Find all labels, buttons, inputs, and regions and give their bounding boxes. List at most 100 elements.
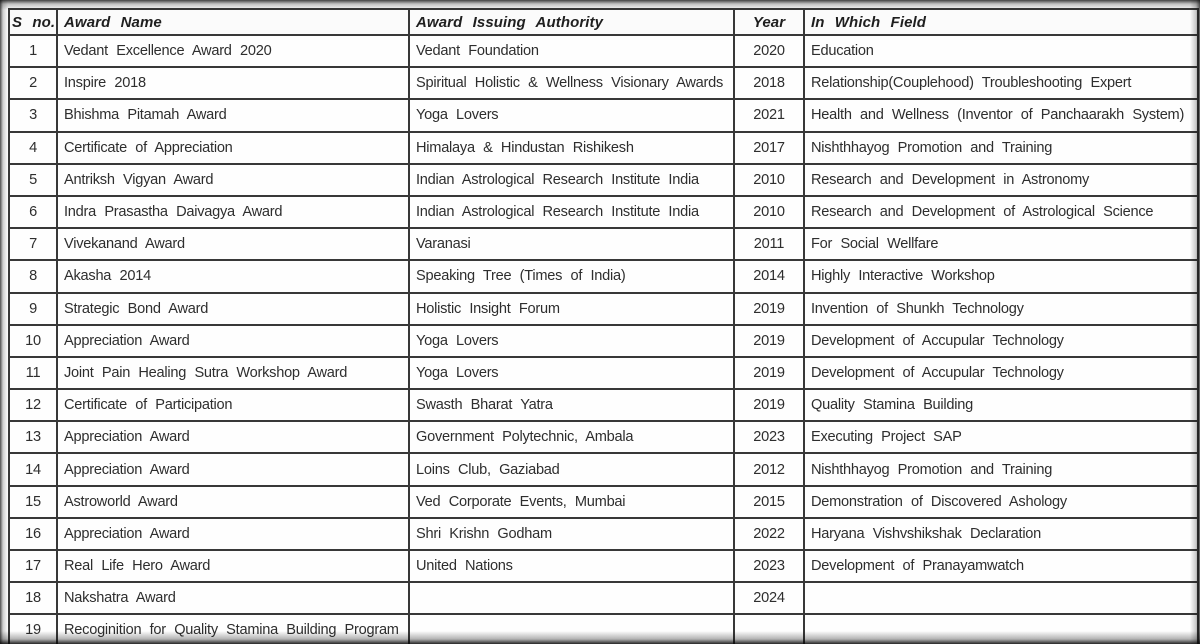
cell-year: 2019 — [733, 355, 805, 391]
cell-authority: Shri Krishn Godham — [408, 516, 735, 552]
cell-authority: Himalaya & Hindustan Rishikesh — [408, 130, 735, 165]
cell-name: Appreciation Award — [56, 516, 410, 552]
cell-name: Antriksh Vigyan Award — [56, 162, 410, 197]
cell-name: Real Life Hero Award — [56, 548, 410, 584]
cell-field: Development of Pranayamwatch — [803, 548, 1199, 584]
table-row: 8 Akasha 2014 Speaking Tree (Times of Indi… — [8, 259, 1199, 294]
cell-year: 2015 — [733, 484, 805, 519]
table-row: 2 Inspire 2018 Spiritual Holistic & Wellne… — [8, 66, 1199, 101]
cell-year: 2012 — [733, 452, 805, 487]
cell-name: Strategic Bond Award — [56, 291, 410, 326]
cell-name: Appreciation Award — [56, 420, 410, 455]
column-header-sno: S no. — [8, 8, 58, 36]
table-row: 4 Certificate of Appreciation Himalaya & H… — [8, 130, 1199, 165]
cell-name: Recoginition for Quality Stamina Buildin… — [56, 613, 410, 644]
table-row: 18 Nakshatra Award 2024 — [8, 581, 1199, 616]
cell-authority: Government Polytechnic, Ambala — [408, 420, 735, 455]
header-row: S no. Award Name Award Issuing Authority Ye… — [8, 8, 1199, 36]
table-row: 6 Indra Prasastha Daivagya Award Indian As… — [8, 194, 1199, 230]
cell-year: 2022 — [733, 516, 805, 552]
table-row: 15 Astroworld Award Ved Corporate Events, … — [8, 484, 1199, 519]
cell-authority: Yoga Lovers — [408, 98, 735, 133]
cell-field: Development of Accupular Technology — [803, 355, 1199, 391]
cell-year: 2019 — [733, 323, 805, 358]
cell-field: Quality Stamina Building — [803, 388, 1199, 423]
cell-field — [803, 581, 1199, 616]
cell-sno: 8 — [8, 259, 58, 294]
cell-sno: 18 — [8, 581, 58, 616]
cell-field: Education — [803, 33, 1199, 69]
cell-name: Inspire 2018 — [56, 66, 410, 101]
cell-name: Nakshatra Award — [56, 581, 410, 616]
cell-authority: United Nations — [408, 548, 735, 584]
cell-sno: 11 — [8, 355, 58, 391]
cell-field: Executing Project SAP — [803, 420, 1199, 455]
table-row: 7 Vivekanand Award Varanasi 2011 For Social … — [8, 227, 1199, 262]
cell-field: Invention of Shunkh Technology — [803, 291, 1199, 326]
cell-name: Certificate of Participation — [56, 388, 410, 423]
cell-authority: Varanasi — [408, 227, 735, 262]
cell-name: Akasha 2014 — [56, 259, 410, 294]
table-row: 5 Antriksh Vigyan Award Indian Astrologica… — [8, 162, 1199, 197]
cell-year: 2014 — [733, 259, 805, 294]
cell-authority: Spiritual Holistic & Wellness Visionary … — [408, 66, 735, 101]
cell-name: Joint Pain Healing Sutra Workshop Award — [56, 355, 410, 391]
cell-name: Appreciation Award — [56, 323, 410, 358]
cell-sno: 6 — [8, 194, 58, 230]
cell-name: Vedant Excellence Award 2020 — [56, 33, 410, 69]
table-row: 11 Joint Pain Healing Sutra Workshop Awar… — [8, 355, 1199, 391]
cell-field: Nishthhayog Promotion and Training — [803, 130, 1199, 165]
cell-authority: Ved Corporate Events, Mumbai — [408, 484, 735, 519]
cell-sno: 15 — [8, 484, 58, 519]
cell-name: Bhishma Pitamah Award — [56, 98, 410, 133]
cell-year: 2010 — [733, 194, 805, 230]
cell-name: Certificate of Appreciation — [56, 130, 410, 165]
cell-field: Nishthhayog Promotion and Training — [803, 452, 1199, 487]
table-row: 12 Certificate of Participation Swasth Bha… — [8, 388, 1199, 423]
cell-sno: 7 — [8, 227, 58, 262]
cell-year: 2021 — [733, 98, 805, 133]
cell-year: 2019 — [733, 291, 805, 326]
table-row: 16 Appreciation Award Shri Krishn Godham 20… — [8, 516, 1199, 552]
cell-sno: 1 — [8, 33, 58, 69]
cell-authority: Holistic Insight Forum — [408, 291, 735, 326]
cell-sno: 17 — [8, 548, 58, 584]
cell-sno: 13 — [8, 420, 58, 455]
cell-field: Development of Accupular Technology — [803, 323, 1199, 358]
cell-authority: Loins Club, Gaziabad — [408, 452, 735, 487]
cell-authority — [408, 613, 735, 644]
table-row: 1 Vedant Excellence Award 2020 Vedant Foun… — [8, 33, 1199, 69]
column-header-field: In Which Field — [803, 8, 1199, 36]
cell-year — [733, 613, 805, 644]
cell-sno: 3 — [8, 98, 58, 133]
cell-authority — [408, 581, 735, 616]
table-row: 3 Bhishma Pitamah Award Yoga Lovers 2021 Hea… — [8, 98, 1199, 133]
awards-table: S no. Award Name Award Issuing Authority Ye… — [8, 8, 1199, 644]
column-header-name: Award Name — [56, 8, 410, 36]
table-row: 19 Recoginition for Quality Stamina Build… — [8, 613, 1199, 644]
cell-name: Astroworld Award — [56, 484, 410, 519]
cell-field: Demonstration of Discovered Ashology — [803, 484, 1199, 519]
cell-field: Relationship(Couplehood) Troubleshooting… — [803, 66, 1199, 101]
cell-authority: Indian Astrological Research Institute I… — [408, 194, 735, 230]
table-row: 10 Appreciation Award Yoga Lovers 2019 Devel… — [8, 323, 1199, 358]
cell-authority: Indian Astrological Research Institute I… — [408, 162, 735, 197]
cell-sno: 12 — [8, 388, 58, 423]
cell-year: 2011 — [733, 227, 805, 262]
cell-sno: 2 — [8, 66, 58, 101]
table-row: 9 Strategic Bond Award Holistic Insight Fo… — [8, 291, 1199, 326]
table-row: 17 Real Life Hero Award United Nations 2023… — [8, 548, 1199, 584]
table-row: 14 Appreciation Award Loins Club, Gaziabad… — [8, 452, 1199, 487]
cell-year: 2017 — [733, 130, 805, 165]
cell-authority: Vedant Foundation — [408, 33, 735, 69]
cell-authority: Yoga Lovers — [408, 323, 735, 358]
cell-name: Indra Prasastha Daivagya Award — [56, 194, 410, 230]
column-header-year: Year — [733, 8, 805, 36]
cell-sno: 10 — [8, 323, 58, 358]
cell-sno: 19 — [8, 613, 58, 644]
cell-year: 2019 — [733, 388, 805, 423]
cell-year: 2020 — [733, 33, 805, 69]
cell-field: Research and Development of Astrological… — [803, 194, 1199, 230]
table-row: 13 Appreciation Award Government Polytechn… — [8, 420, 1199, 455]
